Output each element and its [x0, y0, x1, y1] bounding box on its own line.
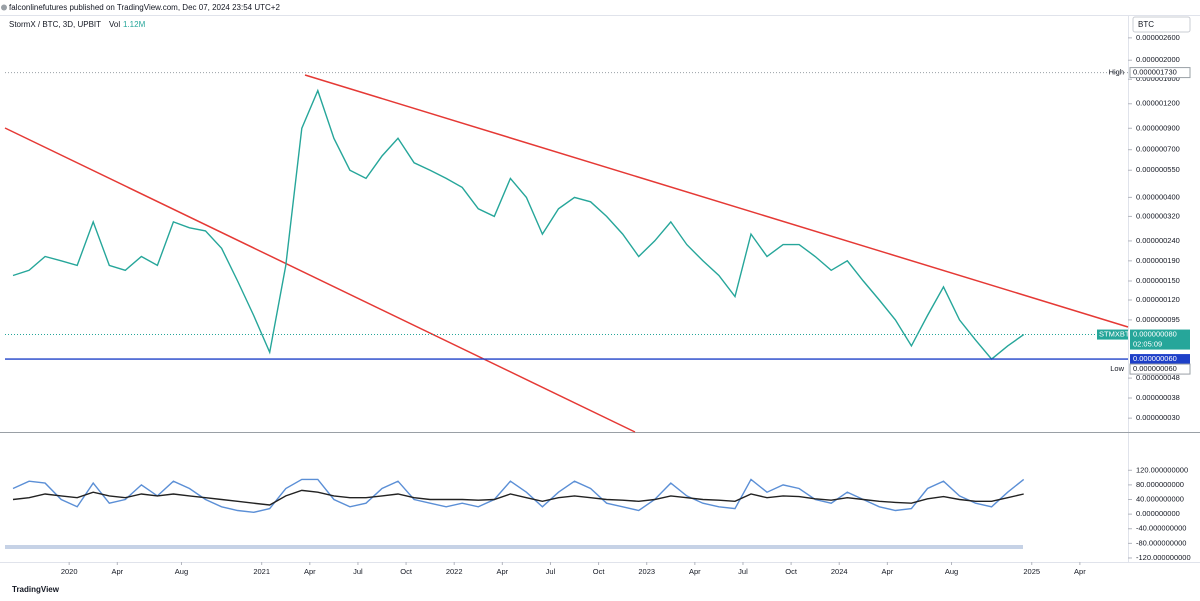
y-tick-label: -40.000000000: [1136, 524, 1186, 533]
y-tick-label: 0.000000038: [1136, 393, 1180, 402]
y-tick-label: 0.000002600: [1136, 33, 1180, 42]
trendline: [304, 74, 1129, 328]
currency-box[interactable]: [1132, 16, 1191, 33]
x-tick-label: Apr: [1074, 567, 1086, 576]
y-tick-label: 80.000000000: [1136, 480, 1184, 489]
low-badge: [1129, 363, 1191, 375]
y-tick-label: 0.000000320: [1136, 211, 1180, 220]
low-line-badge: [1130, 354, 1190, 365]
x-tick-label: Apr: [111, 567, 123, 576]
y-tick-label: 0.000000900: [1136, 123, 1180, 132]
publisher: falconlinefutures published on TradingVi…: [9, 3, 280, 12]
x-tick-label: Apr: [882, 567, 894, 576]
x-tick-label: Oct: [785, 567, 798, 576]
y-tick-label: 0.000000095: [1136, 315, 1180, 324]
series-line: [12, 489, 1024, 506]
y-tick-label: -120.000000000: [1136, 553, 1191, 562]
y-tick-label: 0.000000000: [1136, 509, 1180, 518]
signal-band: [5, 545, 1023, 549]
x-tick-label: 2022: [446, 567, 463, 576]
y-tick-label: 40.000000000: [1136, 494, 1184, 503]
last-symbol: STMXBTC: [1099, 330, 1135, 339]
x-tick-label: Apr: [689, 567, 701, 576]
x-tick-label: Jul: [353, 567, 363, 576]
currency: BTC: [1138, 20, 1154, 29]
x-tick-label: Oct: [593, 567, 606, 576]
vol-value: 1.12M: [123, 20, 146, 29]
trendline: [4, 127, 636, 433]
countdown: 02:05:09: [1133, 340, 1162, 349]
last-badge: [1130, 329, 1190, 350]
y-tick-label: 0.000001200: [1136, 99, 1180, 108]
low-value: 0.000000060: [1133, 364, 1177, 373]
y-tick-label: 0.000002000: [1136, 55, 1180, 64]
last-value: 0.000000080: [1133, 330, 1177, 339]
last-symbol-badge: [1097, 329, 1128, 340]
y-tick-label: 0.000000150: [1136, 276, 1180, 285]
footer-logo: TradingView: [12, 585, 60, 594]
high-value: 0.000001730: [1133, 68, 1177, 77]
y-tick-label: 0.000000190: [1136, 256, 1180, 265]
vol-label: Vol: [109, 20, 120, 29]
y-tick-label: 0.000000240: [1136, 236, 1180, 245]
x-tick-label: Apr: [496, 567, 508, 576]
low-label: Low: [1110, 364, 1124, 373]
symbol: StormX / BTC, 3D, UPBIT: [9, 20, 101, 29]
y-tick-label: -80.000000000: [1136, 538, 1186, 547]
y-tick-label: 0.000000400: [1136, 192, 1180, 201]
y-tick-label: 0.000000030: [1136, 413, 1180, 422]
avatar: [1, 4, 7, 11]
x-tick-label: Oct: [400, 567, 413, 576]
y-tick-label: 0.000000550: [1136, 165, 1180, 174]
series-line: [12, 478, 1025, 514]
y-tick-label: 0.000000120: [1136, 295, 1180, 304]
y-tick-label: 0.000000700: [1136, 145, 1180, 154]
x-tick-label: Apr: [304, 567, 316, 576]
x-tick-label: Aug: [945, 567, 958, 576]
x-tick-label: 2021: [253, 567, 270, 576]
x-tick-label: 2023: [638, 567, 655, 576]
high-badge: [1129, 67, 1191, 79]
y-tick-label: 0.000001600: [1136, 74, 1180, 83]
x-tick-label: Jul: [738, 567, 748, 576]
x-tick-label: 2020: [61, 567, 78, 576]
x-tick-label: Aug: [175, 567, 188, 576]
series-line: [12, 88, 1025, 361]
x-tick-label: Jul: [546, 567, 556, 576]
y-tick-label: 120.000000000: [1136, 465, 1188, 474]
y-tick-label: 0.000000048: [1136, 373, 1180, 382]
high-label: High: [1109, 68, 1124, 77]
x-tick-label: 2025: [1023, 567, 1040, 576]
x-tick-label: 2024: [831, 567, 848, 576]
low-line-value: 0.000000060: [1133, 354, 1177, 363]
